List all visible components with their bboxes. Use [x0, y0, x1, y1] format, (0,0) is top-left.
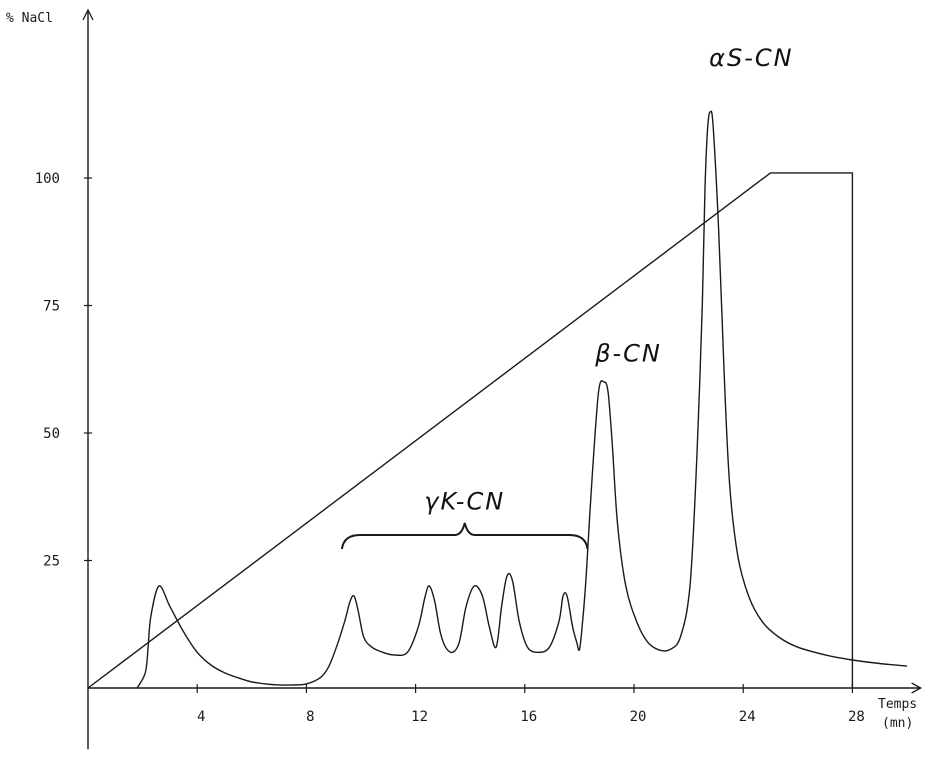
gradient-line — [87, 172, 854, 689]
x-axis-arrow — [911, 682, 922, 694]
x-tick-label: 16 — [520, 709, 537, 725]
x-tick-label: 28 — [848, 709, 865, 725]
chromatogram-line — [136, 110, 908, 689]
x-axis-label: Temps — [878, 697, 917, 712]
y-tick-label: 50 — [43, 426, 60, 442]
x-tick-label: 20 — [630, 709, 647, 725]
y-tick-label: 25 — [43, 554, 60, 570]
y-tick-label: 75 — [43, 299, 60, 315]
peak-group-bracket — [340, 522, 589, 550]
y-axis-label: % NaCl — [6, 11, 53, 26]
peak-annotation: β-CN — [594, 340, 662, 368]
peak-annotation: γK-CN — [424, 488, 505, 516]
y-axis-arrow — [82, 8, 94, 21]
x-tick-label: 4 — [197, 709, 205, 725]
x-tick-label: 24 — [739, 709, 756, 725]
x-axis-unit-label: (mn) — [882, 716, 913, 731]
x-tick-label: 8 — [306, 709, 314, 725]
peak-annotation: αS-CN — [709, 44, 793, 72]
x-tick-label: 12 — [411, 709, 428, 725]
y-tick-label: 100 — [35, 171, 60, 187]
